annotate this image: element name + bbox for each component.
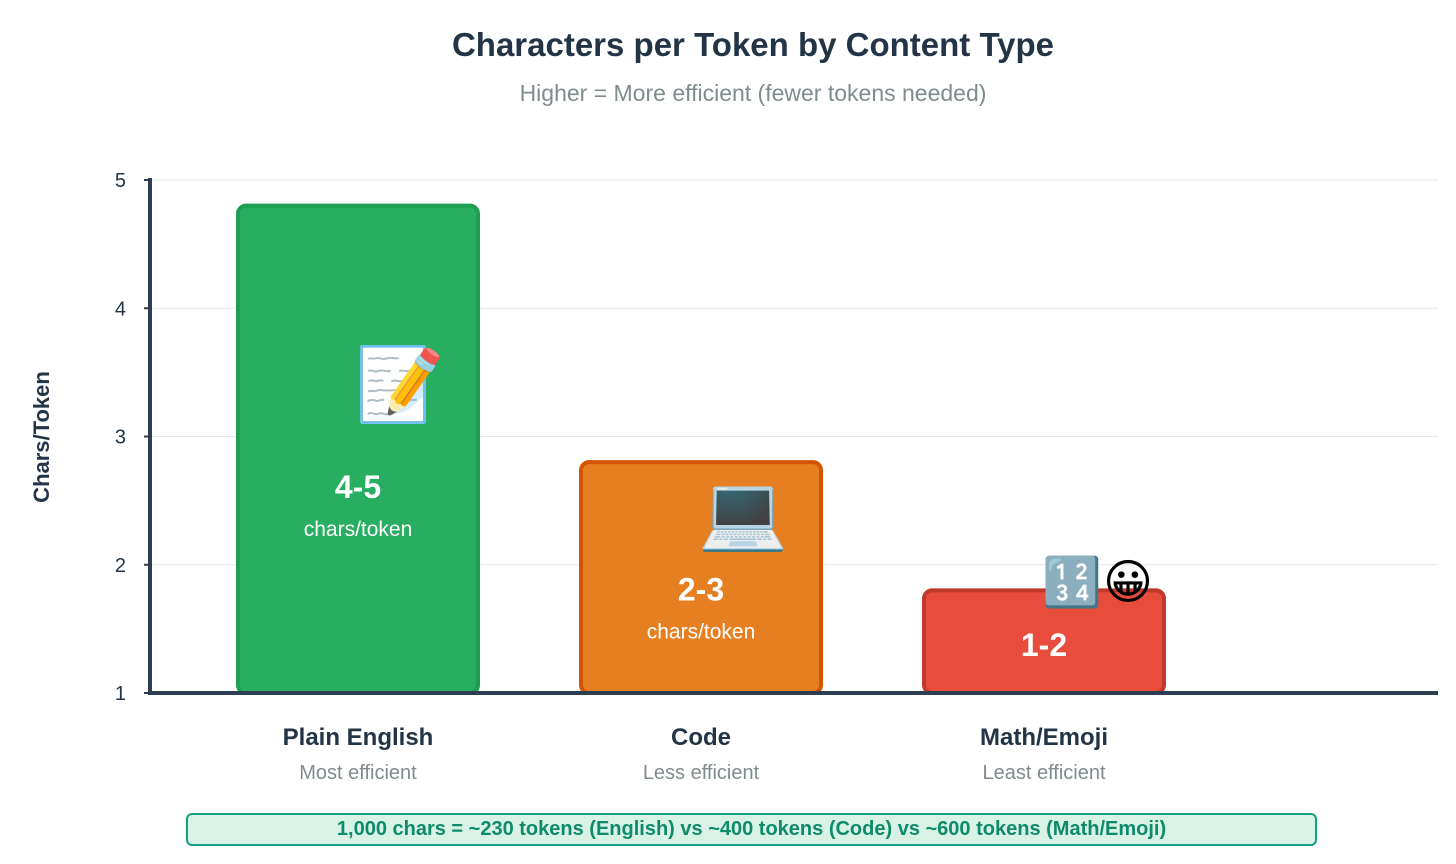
x-category-subtitle: Less efficient — [643, 762, 760, 784]
bar-unit-label: chars/token — [647, 621, 756, 644]
bar-plain-english — [236, 203, 480, 695]
bar-unit-label: chars/token — [304, 518, 413, 541]
x-category-subtitle: Most efficient — [299, 762, 417, 784]
memo-icon: 📝 — [355, 343, 445, 425]
y-tick-label: 2 — [115, 555, 126, 577]
y-tick-label: 5 — [115, 170, 126, 192]
chart-subtitle: Higher = More efficient (fewer tokens ne… — [519, 80, 987, 106]
x-category-subtitle: Least efficient — [982, 762, 1105, 784]
y-axis-label: Chars/Token — [29, 371, 54, 503]
axis-layer: 1 2 3 4 5 Plain English Most efficient Code Less… — [115, 170, 1438, 784]
bar-range-label: 4-5 — [335, 469, 381, 505]
x-category-label: Code — [671, 724, 731, 751]
x-category-label: Plain English — [283, 724, 434, 751]
numbers-icon: 🔢 — [1042, 555, 1102, 610]
x-category-label: Math/Emoji — [980, 724, 1108, 751]
bar-range-label: 2-3 — [678, 572, 724, 608]
footer-note: 1,000 chars = ~230 tokens (English) vs ~… — [186, 813, 1317, 846]
bar-layer: 4-5 chars/token 📝 2-3 chars/token 💻 1-2 🔢 😀 — [236, 203, 1166, 696]
y-tick-label: 1 — [115, 683, 126, 705]
bar-range-label: 1-2 — [1021, 627, 1067, 663]
y-tick-label: 4 — [115, 298, 126, 320]
grinning-face-icon: 😀 — [1103, 557, 1153, 610]
chart-title: Characters per Token by Content Type — [451, 26, 1055, 63]
y-tick-label: 3 — [115, 427, 126, 449]
laptop-icon: 💻 — [698, 473, 788, 553]
